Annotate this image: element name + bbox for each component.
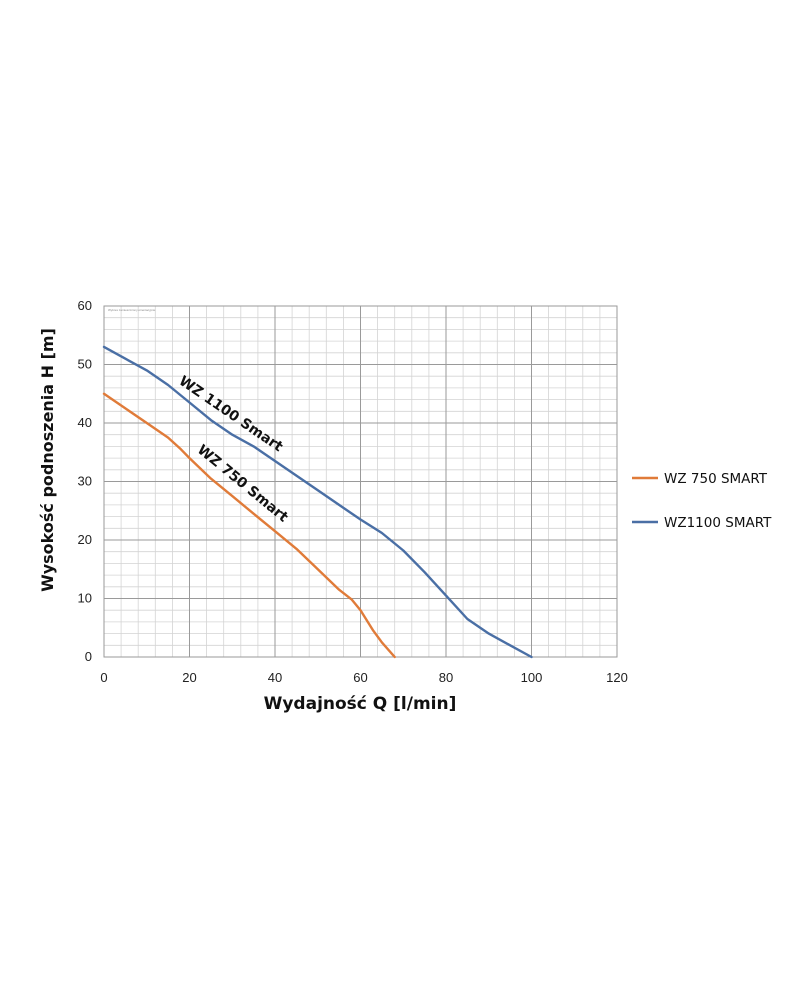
series-line-2 [102, 345, 533, 659]
plot-area-border [103, 305, 618, 658]
y-tick-label: 20 [78, 532, 92, 547]
x-axis-tick-labels: 0 20 40 60 80 100 120 [100, 670, 627, 685]
x-tick-label: 100 [521, 670, 543, 685]
x-axis-title: Wydajność Q [l/min] [264, 694, 457, 714]
y-tick-label: 10 [78, 591, 92, 606]
y-tick-label: 0 [85, 649, 92, 664]
y-axis-title: Wysokość podnoszenia H [m] [38, 328, 57, 592]
series-lines [102, 345, 533, 659]
x-tick-label: 40 [268, 670, 282, 685]
x-tick-label: 80 [439, 670, 453, 685]
legend-label-1: WZ 750 SMART [664, 471, 768, 487]
x-tick-label: 60 [353, 670, 367, 685]
x-tick-label: 120 [606, 670, 628, 685]
y-tick-label: 40 [78, 415, 92, 430]
legend: WZ 750 SMART WZ1100 SMART [632, 471, 772, 531]
y-tick-label: 30 [78, 474, 92, 489]
y-tick-label: 60 [78, 298, 92, 313]
legend-label-2: WZ1100 SMART [664, 515, 772, 531]
series-line-1 [102, 392, 396, 659]
chart-note: Wykres zamieszczony orientacyjnie [108, 308, 156, 312]
y-axis-tick-labels: 0 10 20 30 40 50 60 [78, 298, 92, 664]
x-tick-label: 20 [182, 670, 196, 685]
y-tick-label: 50 [78, 357, 92, 372]
x-tick-label: 0 [100, 670, 107, 685]
